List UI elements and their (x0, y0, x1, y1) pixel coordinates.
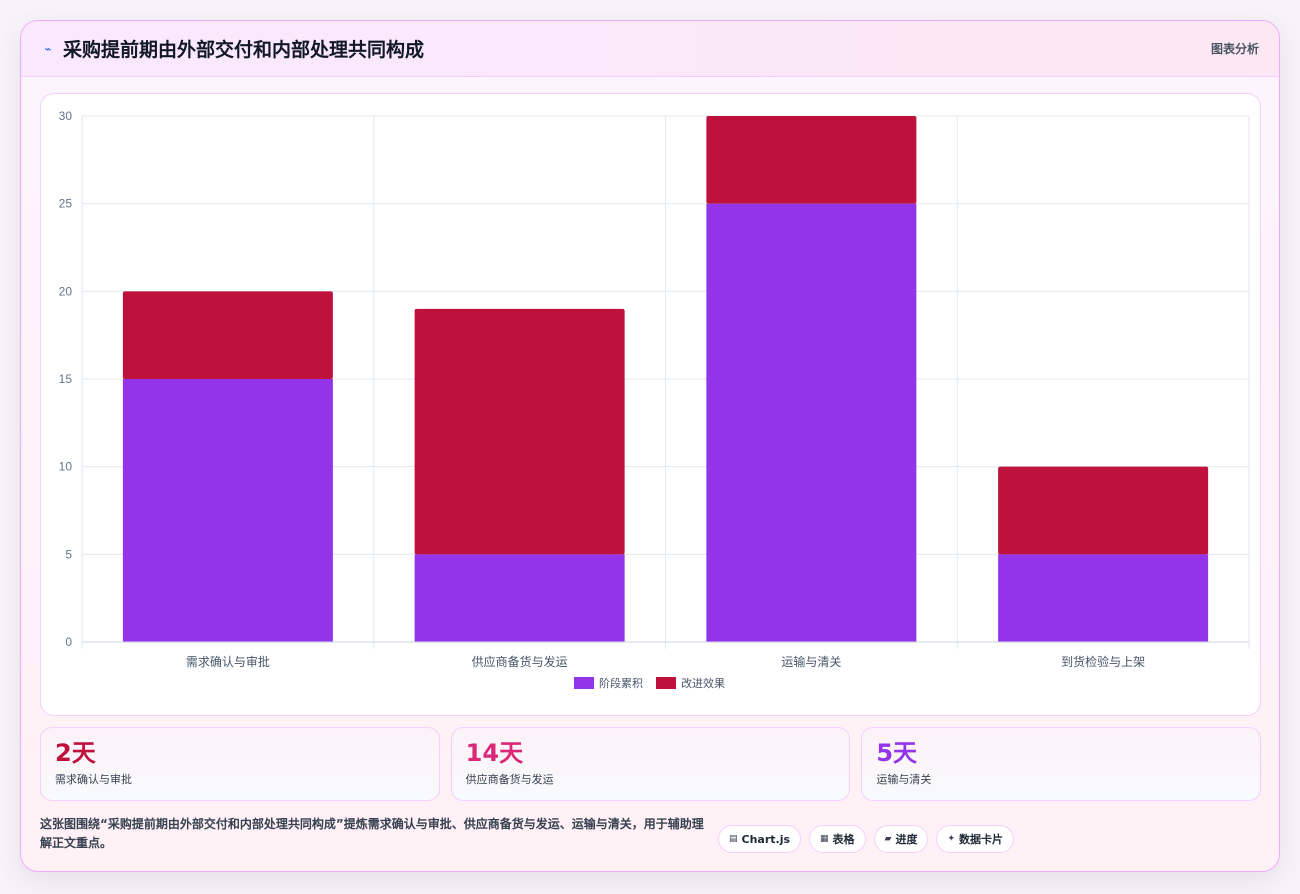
footer-description: 这张图围绕“采购提前期由外部交付和内部处理共同构成”提炼需求确认与审批、供应商备… (40, 817, 704, 850)
x-tick-label: 需求确认与审批 (186, 654, 270, 669)
chip-row: ▤ Chart.js ▦ 表格 ▰ 进度 ✦ 数据卡片 (718, 825, 1015, 853)
stat-card: 5天 运输与清关 (861, 727, 1262, 801)
chip-data-cards[interactable]: ✦ 数据卡片 (936, 825, 1015, 853)
stat-value: 5天 (876, 739, 918, 767)
chip-label: Chart.js (741, 832, 791, 846)
stat-label: 需求确认与审批 (55, 773, 132, 786)
chip-chartjs[interactable]: ▤ Chart.js (718, 825, 802, 853)
bar-segment (706, 116, 917, 204)
y-tick-label: 25 (59, 197, 73, 211)
bar-chart: 0 5 10 15 20 25 30 需求确认与审批 供应商备货与发运 运输与清关 到货检验与上架阶… (59, 109, 1250, 690)
trend-icon: ⌁ (44, 41, 52, 56)
card-title: 采购提前期由外部交付和内部处理共同构成 (63, 39, 425, 61)
chip-label: 数据卡片 (959, 833, 1004, 846)
bar-segment (706, 203, 917, 642)
bar-segment (414, 308, 625, 555)
chip-progress[interactable]: ▰ 进度 (873, 825, 929, 853)
legend-label: 改进效果 (681, 676, 725, 690)
stat-label: 运输与清关 (876, 773, 932, 786)
x-tick-label: 到货检验与上架 (1061, 654, 1145, 669)
y-tick-label: 10 (59, 460, 73, 474)
x-tick-label: 运输与清关 (781, 654, 841, 669)
y-tick-label: 0 (65, 635, 72, 649)
y-tick-label: 5 (65, 547, 72, 561)
chip-table[interactable]: ▦ 表格 (809, 825, 866, 853)
y-tick-label: 20 (59, 284, 73, 298)
x-tick-label: 供应商备货与发运 (472, 654, 568, 669)
legend-label: 阶段累积 (599, 676, 643, 690)
bar-segment (122, 379, 333, 642)
legend-swatch (656, 677, 676, 689)
bar-segment (998, 466, 1209, 555)
bar-segment (414, 554, 625, 642)
chart-icon: ▤ (729, 834, 738, 844)
chip-label: 表格 (832, 833, 855, 846)
card-footer: 这张图围绕“采购提前期由外部交付和内部处理共同构成”提炼需求确认与审批、供应商备… (40, 815, 1261, 859)
header-tag: 图表分析 (1210, 42, 1259, 56)
stat-card: 14天 供应商备货与发运 (450, 727, 851, 801)
legend-swatch (574, 677, 594, 689)
y-tick-label: 30 (59, 109, 73, 123)
stat-value: 14天 (465, 739, 524, 767)
y-tick-label: 15 (59, 372, 73, 386)
card-header: ⌁ 采购提前期由外部交付和内部处理共同构成 图表分析 (21, 21, 1279, 77)
stat-card: 2天 需求确认与审批 (40, 727, 440, 801)
progress-icon: ▰ (884, 834, 892, 844)
stat-label: 供应商备货与发运 (465, 773, 554, 786)
table-icon: ▦ (820, 834, 829, 844)
sparkle-icon: ✦ (947, 834, 956, 844)
title-group: ⌁ 采购提前期由外部交付和内部处理共同构成 (41, 35, 424, 62)
chip-label: 进度 (895, 833, 918, 846)
stat-cards: 2天 需求确认与审批 14天 供应商备货与发运 5天 运输与清关 (40, 727, 1262, 801)
stat-value: 2天 (55, 739, 96, 767)
chart-card: ⌁ 采购提前期由外部交付和内部处理共同构成 图表分析 0 5 10 15 20 25 30 需… (20, 20, 1280, 872)
bar-segment (998, 554, 1209, 642)
bar-segment (122, 291, 333, 379)
chart-area: 0 5 10 15 20 25 30 需求确认与审批 供应商备货与发运 运输与清关 到货检验与上架阶… (40, 93, 1261, 716)
